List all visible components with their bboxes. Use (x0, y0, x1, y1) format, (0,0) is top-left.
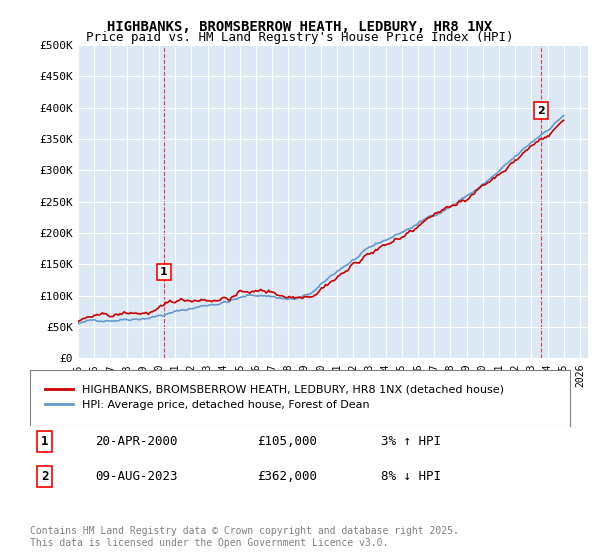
Text: £105,000: £105,000 (257, 435, 317, 448)
Text: Price paid vs. HM Land Registry's House Price Index (HPI): Price paid vs. HM Land Registry's House … (86, 31, 514, 44)
Text: 2: 2 (41, 470, 48, 483)
Text: 3% ↑ HPI: 3% ↑ HPI (381, 435, 441, 448)
Text: 2: 2 (537, 106, 545, 116)
Text: 20-APR-2000: 20-APR-2000 (95, 435, 178, 448)
Legend: HIGHBANKS, BROMSBERROW HEATH, LEDBURY, HR8 1NX (detached house), HPI: Average pr: HIGHBANKS, BROMSBERROW HEATH, LEDBURY, H… (41, 380, 509, 415)
Text: 09-AUG-2023: 09-AUG-2023 (95, 470, 178, 483)
Text: Contains HM Land Registry data © Crown copyright and database right 2025.
This d: Contains HM Land Registry data © Crown c… (30, 526, 459, 548)
Text: HIGHBANKS, BROMSBERROW HEATH, LEDBURY, HR8 1NX: HIGHBANKS, BROMSBERROW HEATH, LEDBURY, H… (107, 20, 493, 34)
Text: 1: 1 (41, 435, 48, 448)
Text: £362,000: £362,000 (257, 470, 317, 483)
Text: 1: 1 (160, 267, 167, 277)
Text: 8% ↓ HPI: 8% ↓ HPI (381, 470, 441, 483)
